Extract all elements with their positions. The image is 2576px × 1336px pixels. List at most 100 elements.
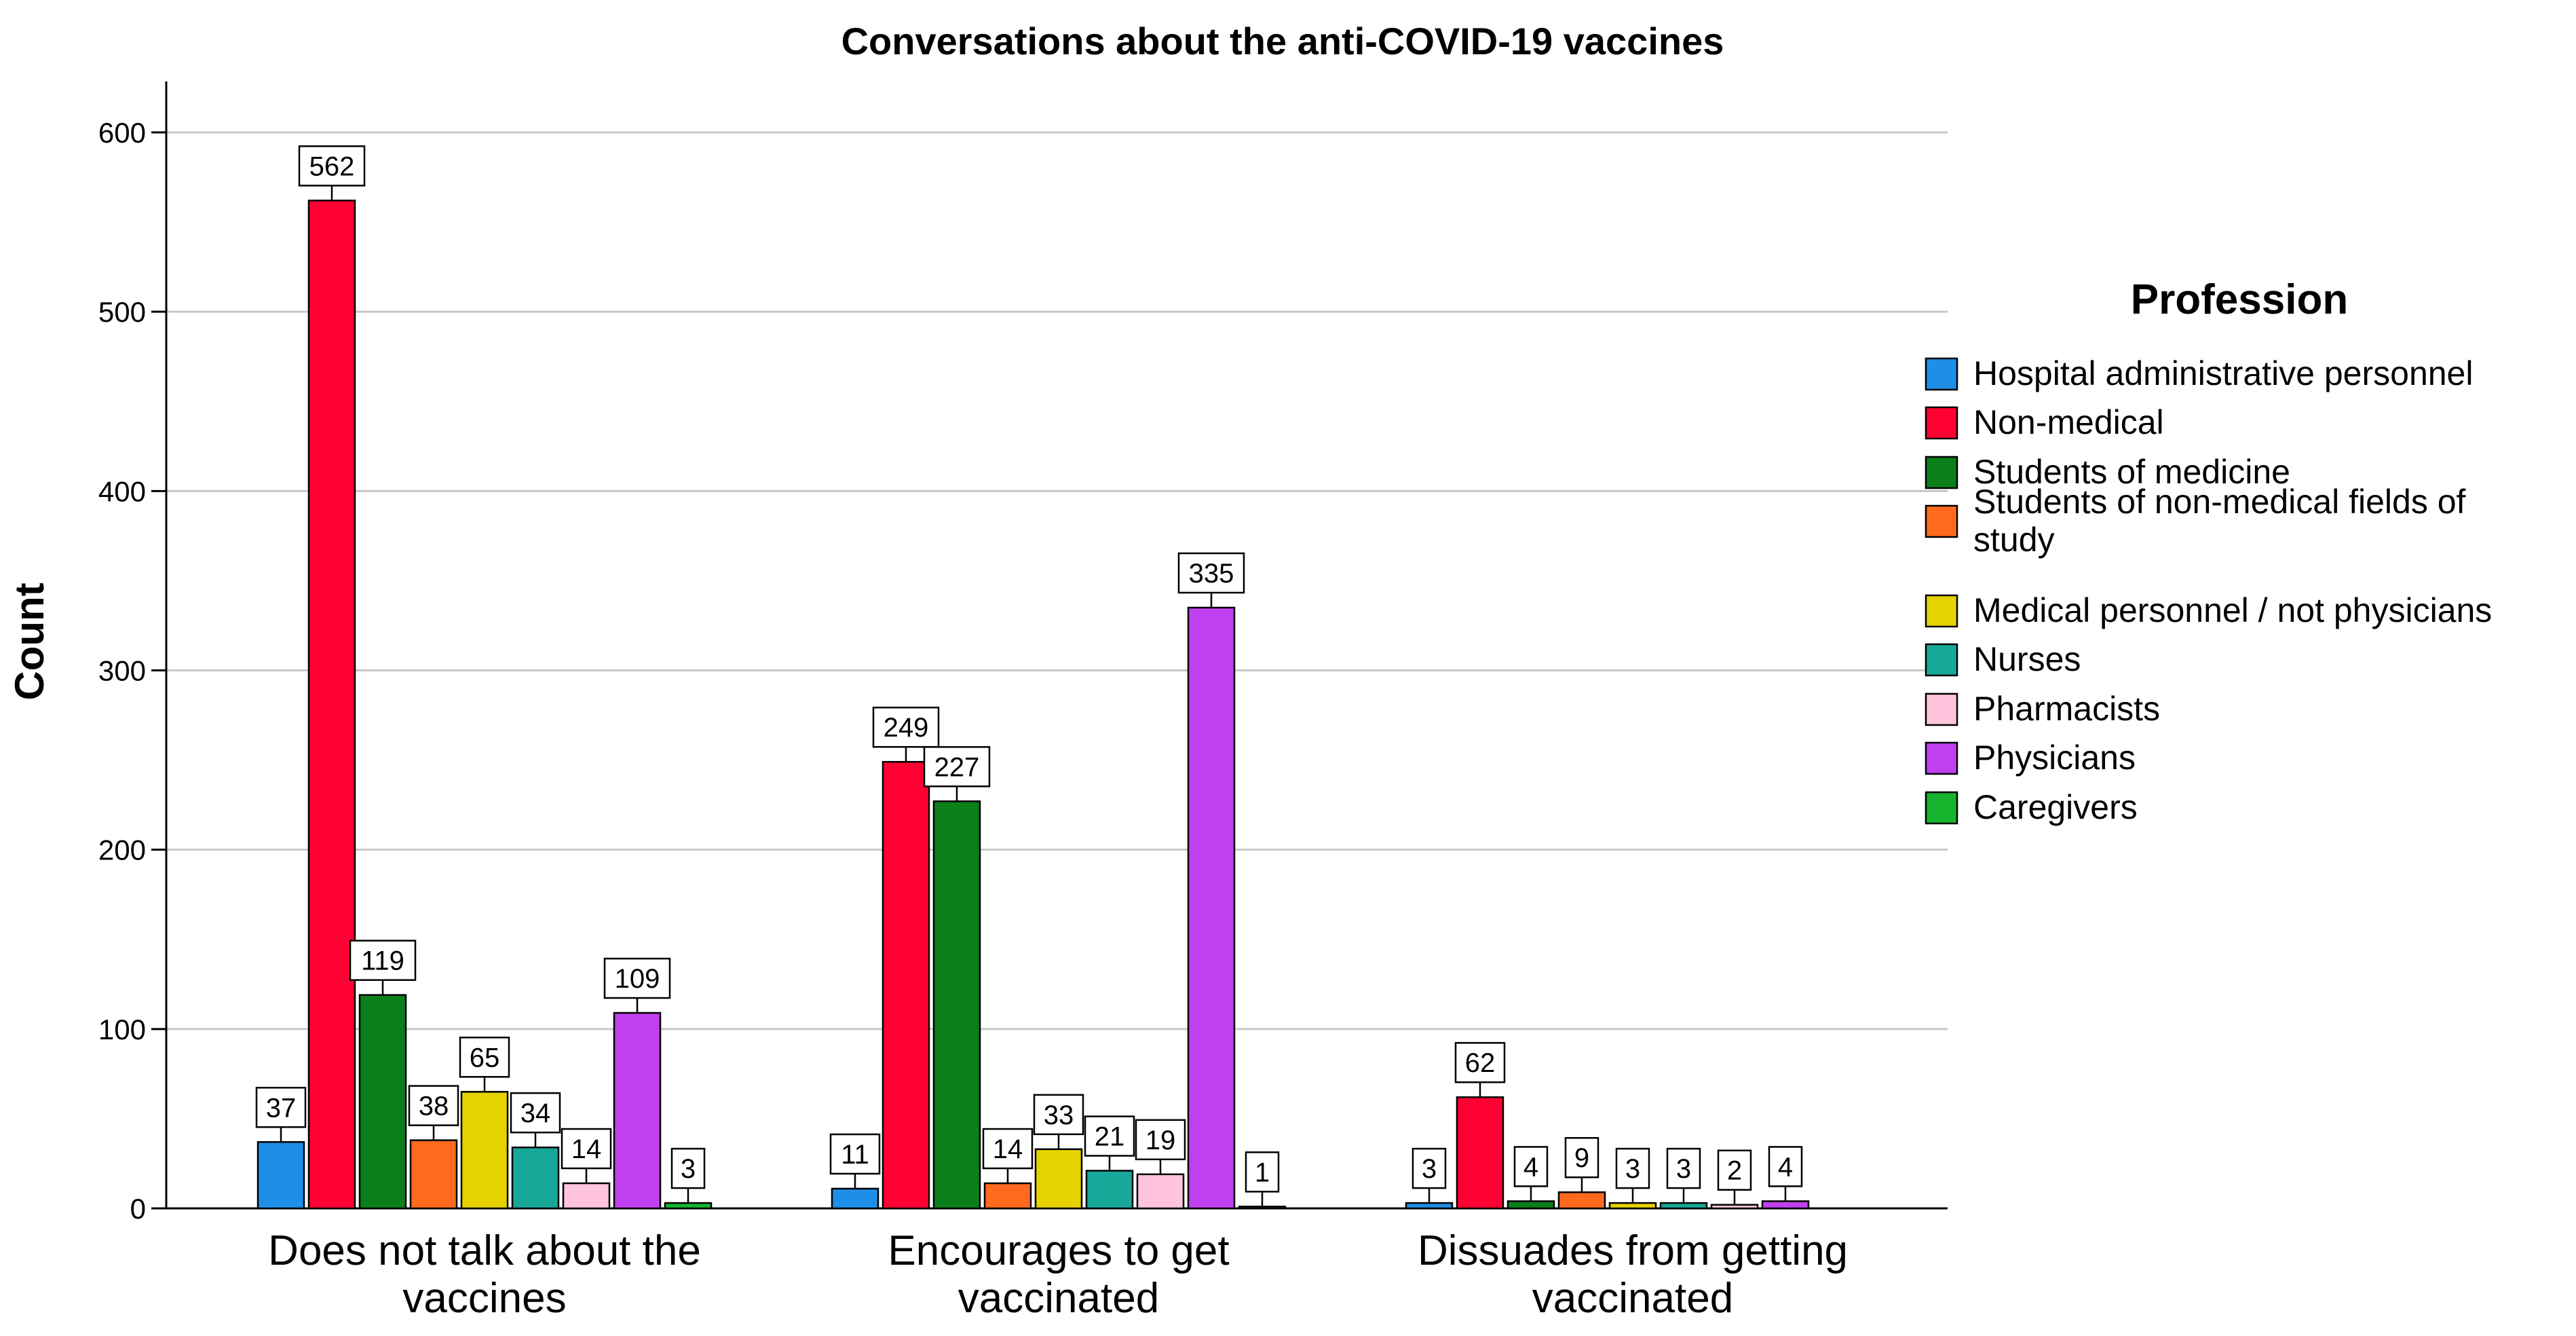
data-label-box [1412,1147,1447,1189]
data-label-box [459,1037,510,1078]
bar [1557,1191,1606,1210]
y-tick-labels: 0 100 200 300 400 500 600 [98,117,146,1225]
data-label: 3 [1422,1154,1437,1184]
data-label-box [1717,1149,1752,1191]
data-label-box [255,1087,307,1128]
data-label: 11 [841,1140,869,1170]
x-tick-label: vaccinated [1532,1275,1733,1322]
data-label: 2 [1727,1156,1742,1186]
gridlines [166,131,1948,1031]
bar [511,1146,560,1210]
bar [1507,1200,1555,1210]
legend-swatch [1925,456,1958,489]
data-label: 9 [1574,1143,1589,1173]
data-label: 14 [571,1134,602,1164]
bars [257,200,1810,1210]
bar [358,994,407,1210]
legend-swatch [1925,357,1958,391]
legend-label: Nurses [1973,640,2081,678]
bar [562,1182,611,1210]
y-axis-label: Count [7,582,52,700]
data-label-box [670,1147,706,1189]
data-label-box [408,1085,459,1126]
data-label: 19 [1145,1126,1176,1155]
y-tick-label: 200 [98,834,146,866]
data-label-box [1245,1151,1280,1193]
data-label: 62 [1465,1048,1496,1078]
legend-label: Pharmacists [1973,690,2160,728]
data-label: 21 [1095,1122,1125,1152]
bar [882,760,930,1210]
data-label: 65 [470,1043,500,1073]
y-tick-label: 100 [98,1014,146,1045]
bar [1085,1170,1134,1210]
data-label-box [1135,1119,1186,1161]
bar [932,800,981,1210]
legend-title: Profession [2131,276,2348,323]
data-label: 34 [520,1098,551,1128]
data-label-box [603,957,671,999]
data-label: 33 [1044,1100,1074,1130]
x-tick-label: vaccines [402,1275,566,1322]
bar [1136,1173,1185,1210]
data-label-box [349,940,417,981]
data-label: 1 [1255,1157,1270,1187]
legend-swatch [1925,504,1958,538]
x-tick-label: vaccinated [958,1275,1159,1322]
data-label-box [872,706,940,748]
legend-swatch [1925,594,1958,628]
data-label-box [1084,1115,1135,1157]
data-label: 249 [884,713,929,743]
bar [1659,1202,1708,1210]
bar [460,1091,509,1210]
legend-swatch [1925,692,1958,726]
data-label-box [1615,1147,1650,1189]
data-label-box [510,1092,561,1134]
legend-swatch [1925,791,1958,825]
bar [983,1182,1032,1210]
data-label: 119 [361,946,404,976]
bar [1405,1202,1454,1210]
bar [1710,1204,1759,1210]
x-tick-label: Dissuades from getting [1418,1227,1848,1274]
legend-swatch [1925,406,1958,440]
data-label: 3 [1676,1154,1691,1184]
data-label: 38 [419,1092,449,1121]
legend: Hospital administrative personnel Non-med… [1925,354,2492,826]
data-label-box [1454,1041,1506,1083]
bar [831,1187,879,1210]
bar [409,1139,458,1210]
bar [1187,606,1236,1210]
y-tick-label: 400 [98,475,146,507]
data-label: 4 [1523,1152,1538,1182]
bar [664,1202,713,1210]
data-label-box [1177,552,1245,594]
data-label: 227 [934,752,980,782]
data-label: 3 [681,1154,696,1184]
data-label: 3 [1625,1154,1640,1184]
legend-label: Physicians [1973,739,2136,777]
y-tick-label: 300 [98,655,146,687]
data-label: 14 [993,1134,1023,1164]
y-tick-label: 0 [130,1193,146,1225]
data-label-box [1564,1136,1599,1179]
data-label: 335 [1189,559,1234,589]
data-label-box [1768,1146,1803,1187]
data-label-box [298,145,366,187]
data-label-box [1666,1147,1701,1189]
data-label-box [829,1133,881,1175]
legend-label: Caregivers [1973,788,2138,826]
data-label-box [923,746,991,787]
bar [1761,1200,1810,1210]
data-label-box [1513,1146,1549,1187]
legend-label: Students of non-medical fields of study [1973,483,2466,559]
x-tick-label: Does not talk about the [268,1227,701,1274]
legend-label: Students of medicine [1973,453,2290,491]
bar [1034,1148,1083,1210]
y-tick-label: 500 [98,296,146,328]
legend-swatch [1925,643,1958,677]
data-label: 109 [615,964,660,994]
